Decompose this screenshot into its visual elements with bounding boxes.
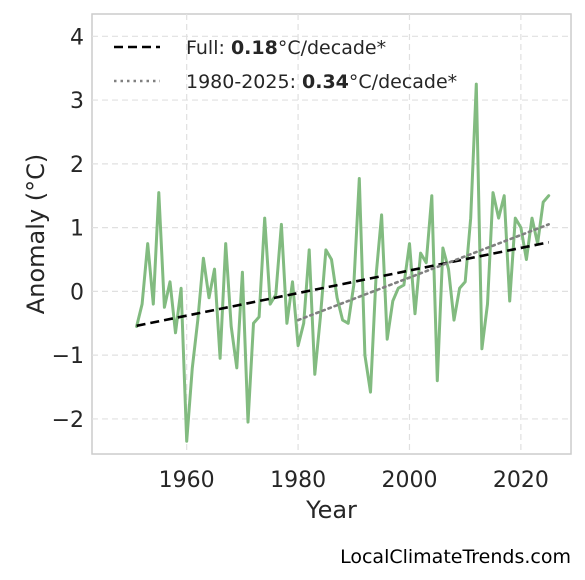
series-layer [135, 82, 551, 443]
trend-line-full [136, 241, 549, 328]
anomaly-series-line [135, 82, 551, 443]
y-tick-label: 3 [70, 89, 84, 114]
legend-recent-suffix: °C/decade* [349, 71, 457, 93]
legend-label-recent: 1980-2025: 0.34°C/decade* [186, 71, 457, 93]
y-tick-label: 4 [70, 25, 84, 50]
y-tick-label: −1 [52, 344, 84, 369]
y-tick-label: 2 [70, 153, 84, 178]
x-tick-label: 1980 [270, 468, 326, 493]
y-tick-label: 1 [70, 217, 84, 242]
x-tick-label: 2000 [381, 468, 437, 493]
legend-recent-prefix: 1980-2025: [186, 71, 302, 93]
legend-full-suffix: °C/decade* [278, 37, 386, 59]
legend-label-full: Full: 0.18°C/decade* [186, 37, 386, 59]
y-axis-label: Anomaly (°C) [22, 154, 50, 314]
source-credit: LocalClimateTrends.com [340, 546, 571, 568]
trend-line-recent [296, 223, 551, 322]
legend: Full: 0.18°C/decade* 1980-2025: 0.34°C/d… [114, 37, 457, 93]
legend-recent-value: 0.34 [302, 71, 349, 93]
x-axis-label: Year [305, 496, 357, 524]
legend-full-prefix: Full: [186, 37, 231, 59]
legend-full-value: 0.18 [231, 37, 278, 59]
y-tick-label: 0 [70, 280, 84, 305]
y-tick-label: −2 [52, 408, 84, 433]
tick-labels: 1960 1980 2000 2020 −2 −1 0 1 2 3 4 [52, 25, 549, 493]
x-tick-label: 1960 [159, 468, 215, 493]
x-tick-label: 2020 [493, 468, 549, 493]
